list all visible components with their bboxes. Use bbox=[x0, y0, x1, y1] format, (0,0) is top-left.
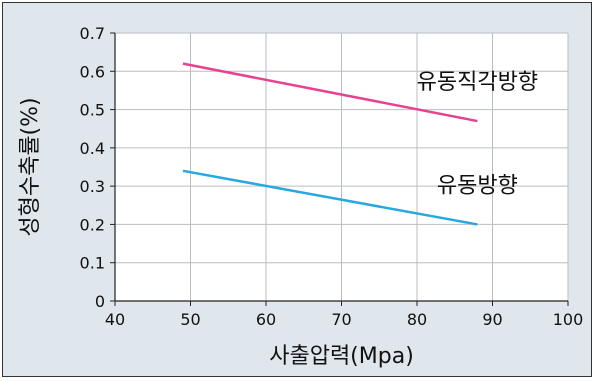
series-label-1: 유동직각방향 bbox=[417, 70, 538, 95]
series-line-1 bbox=[182, 62, 478, 123]
x-tick-label: 50 bbox=[180, 310, 200, 329]
series-label-2: 유동방향 bbox=[437, 173, 518, 198]
y-tick-label: 0.3 bbox=[80, 177, 105, 196]
y-tick-label: 0.1 bbox=[80, 254, 105, 273]
y-tick-label: 0 bbox=[95, 292, 105, 311]
y-tick-label: 0.6 bbox=[80, 62, 105, 81]
y-tick-label: 0.7 bbox=[80, 24, 105, 43]
x-tick-label: 70 bbox=[331, 310, 351, 329]
series-lines bbox=[182, 62, 478, 226]
tick-labels: 40 50 60 70 80 90 100 0 0.1 0.2 0.3 0.4 0.5 0.6 0.7 bbox=[80, 24, 584, 329]
x-tick-label: 40 bbox=[105, 310, 125, 329]
x-tick-label: 60 bbox=[256, 310, 276, 329]
x-axis-title: 사출압력(Mpa) bbox=[269, 344, 414, 369]
grid-lines bbox=[115, 32, 569, 301]
y-axis-title: 성형수축률(%) bbox=[18, 97, 43, 236]
axes bbox=[110, 32, 569, 306]
y-tick-label: 0.5 bbox=[80, 101, 105, 120]
y-tick-label: 0.2 bbox=[80, 215, 105, 234]
x-tick-label: 90 bbox=[482, 310, 502, 329]
x-tick-label: 100 bbox=[553, 310, 584, 329]
y-tick-label: 0.4 bbox=[80, 139, 105, 158]
chart-svg: 40 50 60 70 80 90 100 0 0.1 0.2 0.3 0.4 0.5 0.6 0.7 유동… bbox=[18, 24, 584, 369]
series-line-2 bbox=[182, 169, 478, 226]
x-tick-label: 80 bbox=[407, 310, 427, 329]
chart-frame: 40 50 60 70 80 90 100 0 0.1 0.2 0.3 0.4 0.5 0.6 0.7 유동… bbox=[2, 2, 592, 377]
